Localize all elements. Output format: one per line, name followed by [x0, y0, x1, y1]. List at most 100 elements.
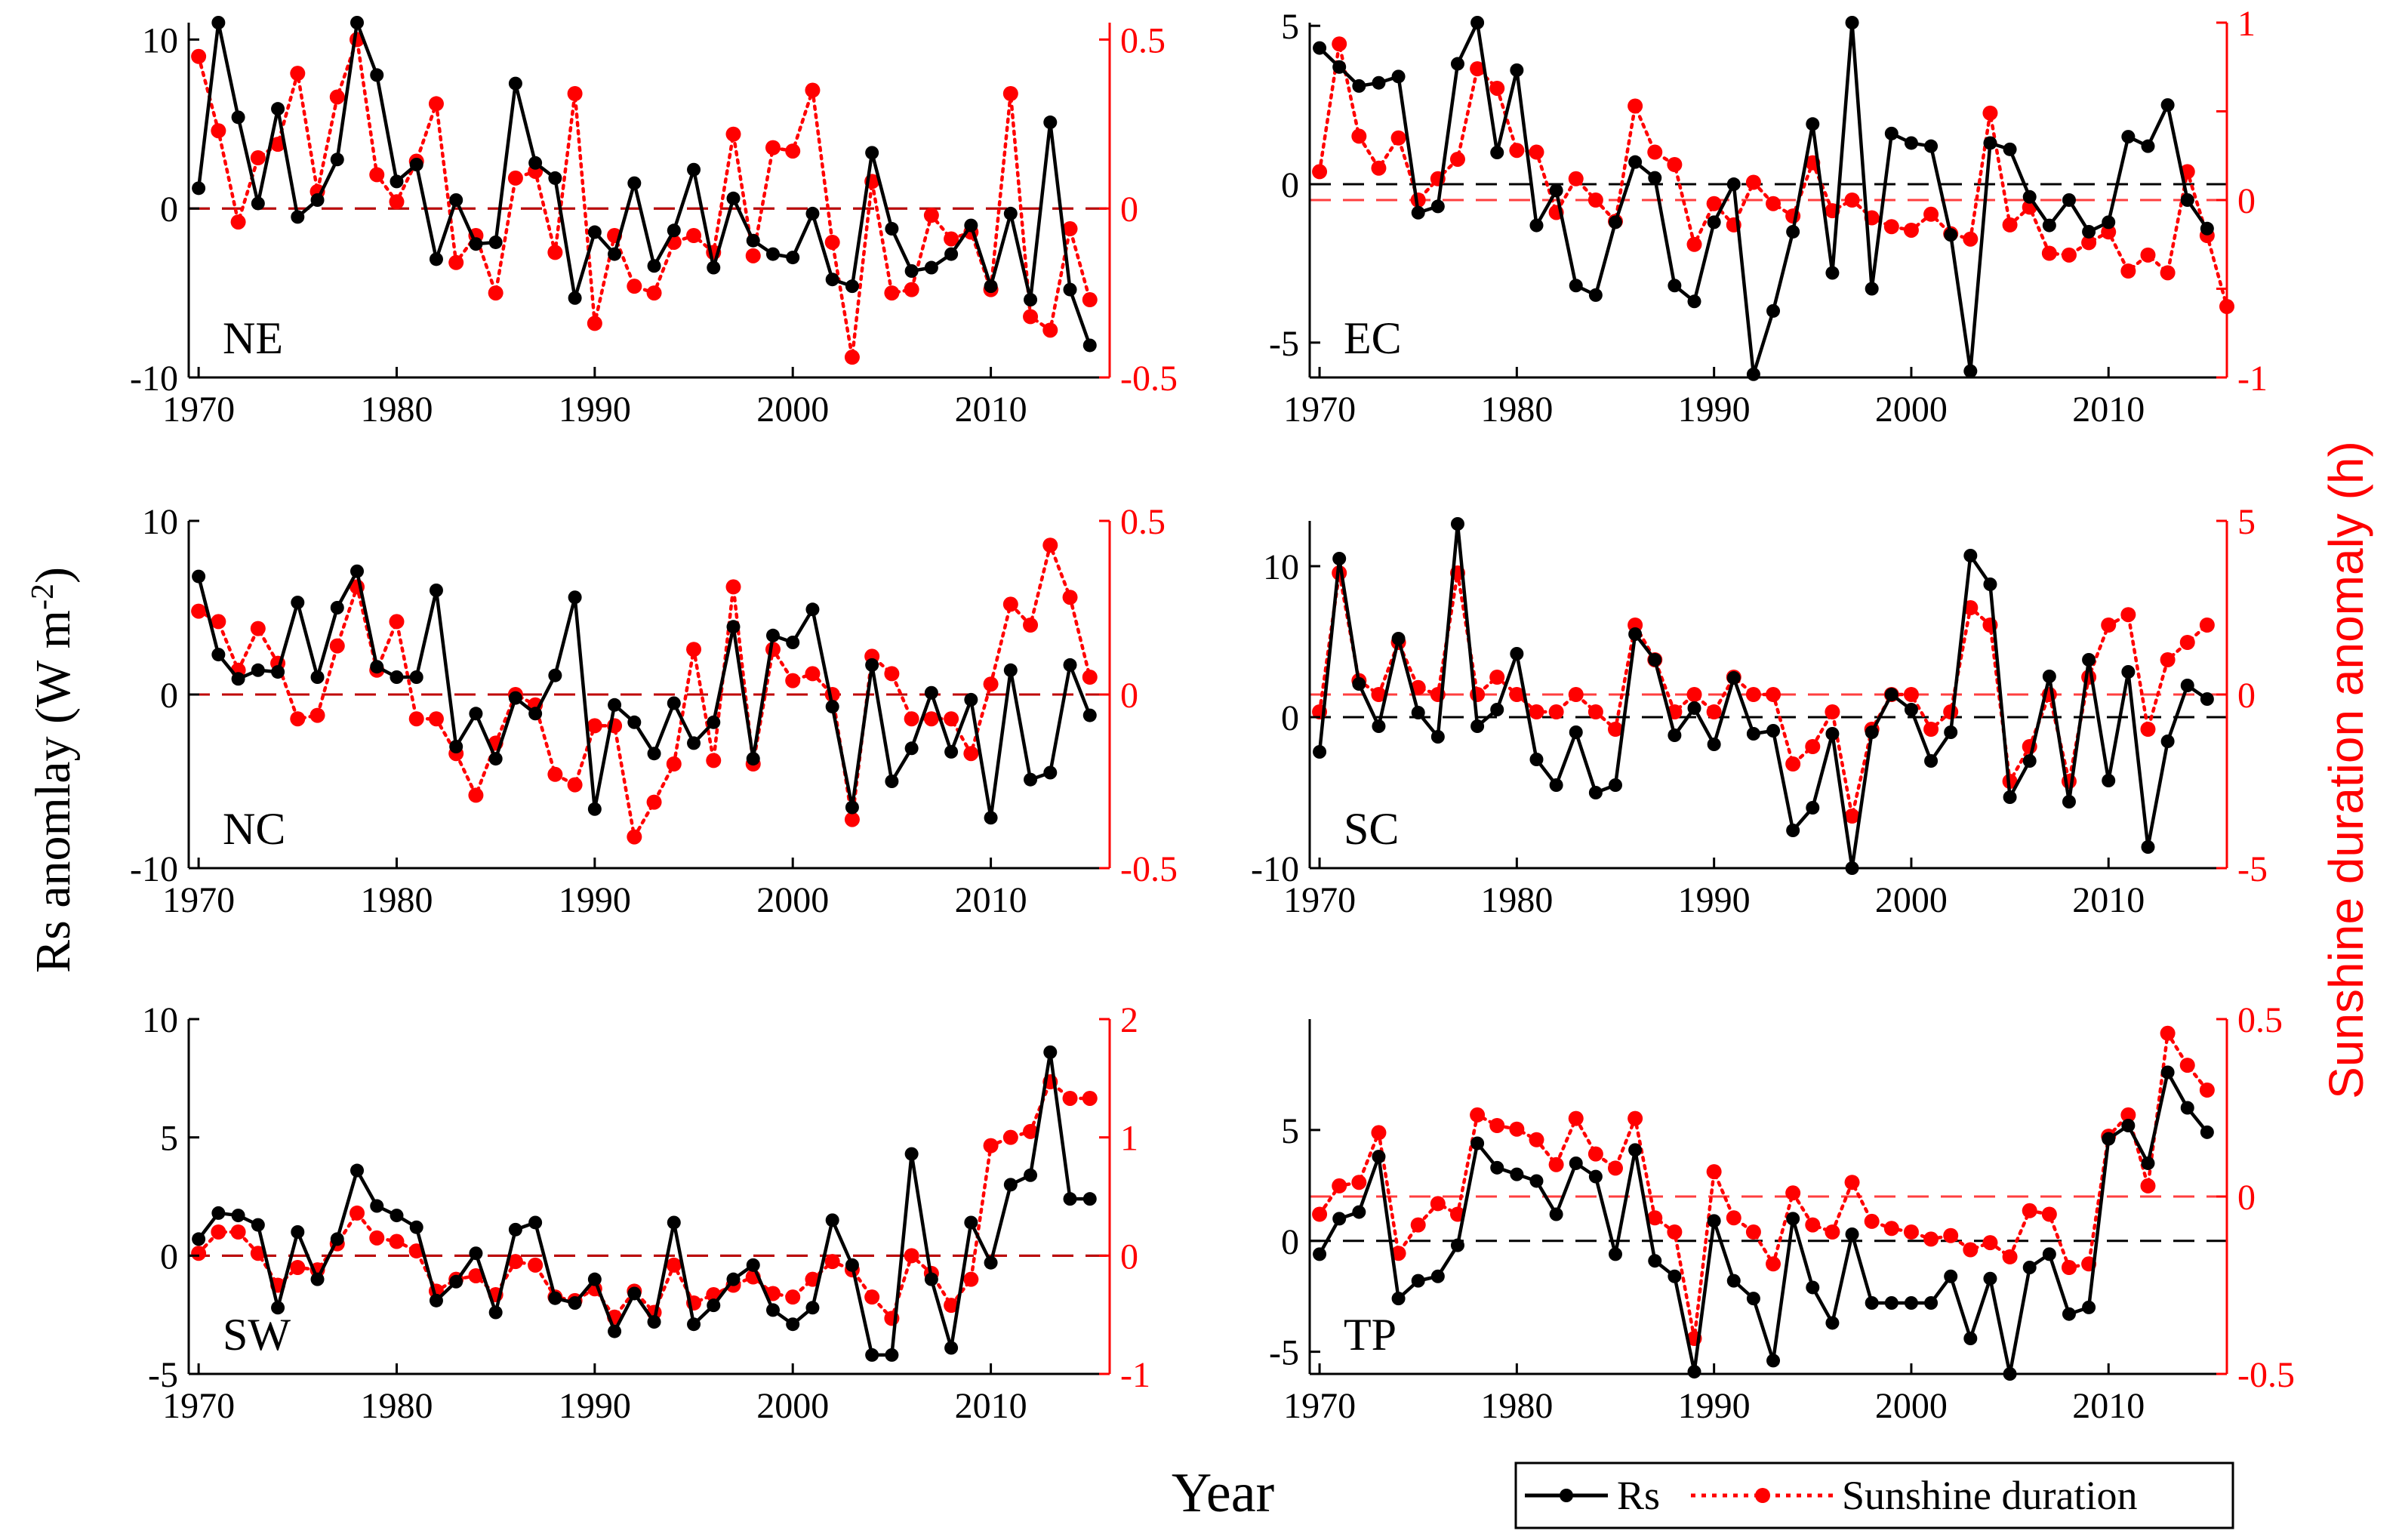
tp-sd-point-1983	[1568, 1110, 1584, 1126]
nc-rs-point-1992	[627, 715, 642, 729]
nc-rs-point-2008	[944, 744, 959, 759]
sc-x-tick-label-1970: 1970	[1283, 880, 1356, 920]
ec-sd-point-2011	[2120, 263, 2136, 279]
tp-y-tick-label-right-2: 0.5	[2237, 1000, 2283, 1040]
tp-y-tick-label-left-0: -5	[1269, 1333, 1299, 1373]
nc-rs-point-1993	[647, 747, 661, 761]
tp-rs-point-2000	[1904, 1296, 1918, 1310]
ec-rs-point-2008	[2062, 193, 2076, 207]
sc-rs-point-1988	[1668, 728, 1682, 742]
ne-x-tick-label-2000: 2000	[756, 390, 829, 430]
sc-rs-point-1985	[1609, 778, 1622, 792]
panel-tp: 1970 1980 1990 2000 2010 -5 0 5 -0.5 0 0.5 TP	[1269, 1000, 2295, 1426]
ec-sd-point-1978	[1470, 61, 1486, 77]
sc-rs-point-1980	[1510, 647, 1524, 661]
ne-sd-point-2000	[785, 143, 801, 159]
nc-y-tick-label-right-1: 0	[1120, 676, 1138, 716]
sw-sd-point-1999	[765, 1286, 781, 1301]
ne-rs-point-1999	[765, 247, 780, 261]
nc-sd-point-2000	[785, 673, 801, 688]
ec-sd-point-1993	[1766, 196, 1781, 211]
tp-sd-point-1973	[1371, 1125, 1387, 1141]
sc-rs-point-2013	[2160, 735, 2175, 748]
ec-rs-point-1990	[1707, 215, 1721, 229]
nc-rs-point-2009	[964, 692, 978, 707]
nc-sd-point-2003	[844, 812, 860, 827]
nc-sd-point-1989	[567, 777, 583, 793]
nc-rs-point-1971	[211, 648, 226, 662]
sw-rs-point-2015	[1082, 1192, 1097, 1206]
sw-y-tick-label-left-2: 5	[160, 1119, 178, 1159]
ec-x-tick-label-1990: 1990	[1678, 390, 1751, 430]
ec-sd-point-2007	[2041, 245, 2057, 261]
sc-y-tick-label-left-1: 0	[1281, 698, 1299, 738]
sc-rs-point-1971	[1332, 552, 1347, 565]
ne-rs-point-1988	[548, 171, 562, 185]
panel-sw: 1970 1980 1990 2000 2010 -5 0 5 10 -1 0 1 2 SW	[142, 1000, 1150, 1426]
nc-x-tick-label-2010: 2010	[955, 880, 1027, 920]
tp-rs-point-2013	[2160, 1065, 2175, 1080]
tp-rs-point-2008	[2062, 1307, 2076, 1321]
tp-sd-point-1997	[1844, 1175, 1860, 1190]
tp-rs-point-1990	[1707, 1214, 1721, 1228]
nc-rs-point-2010	[984, 811, 998, 825]
ec-rs-point-1999	[1884, 126, 1899, 140]
sc-rs-point-1994	[1786, 824, 1800, 837]
sc-x-tick-label-1990: 1990	[1678, 880, 1751, 920]
sc-sd-point-2015	[2199, 618, 2215, 633]
panel-sc: 1970 1980 1990 2000 2010 -10 0 10 -5 0 5 SC	[1251, 502, 2268, 920]
ne-rs-point-2014	[1063, 282, 1077, 297]
tp-sd-point-1990	[1706, 1164, 1722, 1180]
panel-nc: 1970 1980 1990 2000 2010 -10 0 10 -0.5 0 0.5 NC	[130, 502, 1178, 920]
nc-sd-point-1996	[706, 753, 722, 768]
sc-rs-point-2009	[2082, 653, 2096, 667]
tp-rs-point-1971	[1332, 1212, 1347, 1226]
nc-sd-point-1984	[468, 787, 484, 803]
sw-rs-point-1995	[687, 1317, 701, 1332]
ec-rs-point-2011	[2121, 130, 2136, 144]
nc-rs-point-1996	[707, 715, 721, 729]
ec-rs-point-1992	[1746, 367, 1760, 381]
ec-rs-point-2006	[2022, 189, 2037, 204]
tp-sd-point-2001	[1923, 1231, 1939, 1247]
legend-rs-marker	[1560, 1489, 1573, 1502]
nc-sd-point-2009	[963, 746, 979, 762]
tp-rs-point-1972	[1352, 1205, 1366, 1219]
sc-sd-point-1993	[1766, 687, 1781, 702]
sw-rs-point-2002	[825, 1213, 839, 1227]
sc-rs-point-1986	[1628, 627, 1643, 641]
sw-sd-point-1980	[389, 1234, 405, 1249]
legend: Rs Sunshine duration	[1514, 1461, 2234, 1529]
ec-rs-point-1979	[1490, 146, 1504, 160]
tp-rs-point-1974	[1391, 1292, 1406, 1306]
sw-sd-point-1984	[468, 1267, 484, 1283]
ne-rs-point-1990	[587, 225, 602, 239]
ne-rs-point-1991	[608, 247, 622, 261]
ne-sd-point-2001	[805, 82, 821, 98]
ec-rs-point-2001	[1924, 139, 1939, 153]
sc-region-label: SC	[1344, 804, 1399, 854]
sw-rs-point-2012	[1024, 1168, 1038, 1182]
ec-rs-point-1977	[1450, 57, 1464, 71]
nc-rs-point-1987	[528, 707, 543, 721]
ec-sd-point-1983	[1568, 171, 1584, 186]
tp-rs-point-1988	[1668, 1269, 1682, 1283]
ec-sd-point-1984	[1587, 192, 1603, 208]
sw-y-tick-label-left-1: 0	[160, 1237, 178, 1277]
ec-rs-point-1980	[1510, 63, 1524, 77]
nc-rs-point-1976	[310, 670, 325, 684]
sc-rs-point-1972	[1352, 677, 1366, 691]
ne-rs-point-2008	[944, 247, 959, 261]
sc-sd-point-2013	[2160, 652, 2176, 667]
nc-rs-point-1990	[587, 802, 602, 816]
sc-sd-point-1973	[1371, 687, 1387, 702]
ne-sd-point-1971	[211, 123, 226, 139]
ec-rs-point-1988	[1668, 279, 1682, 293]
tp-sd-point-1995	[1805, 1217, 1821, 1233]
ec-rs-point-1984	[1588, 288, 1603, 302]
ne-rs-line	[196, 20, 1092, 346]
nc-x-tick-label-1970: 1970	[162, 880, 235, 920]
sw-rs-point-1985	[488, 1305, 503, 1320]
nc-rs-point-2011	[1003, 663, 1018, 677]
sw-sd-point-2010	[983, 1138, 999, 1153]
